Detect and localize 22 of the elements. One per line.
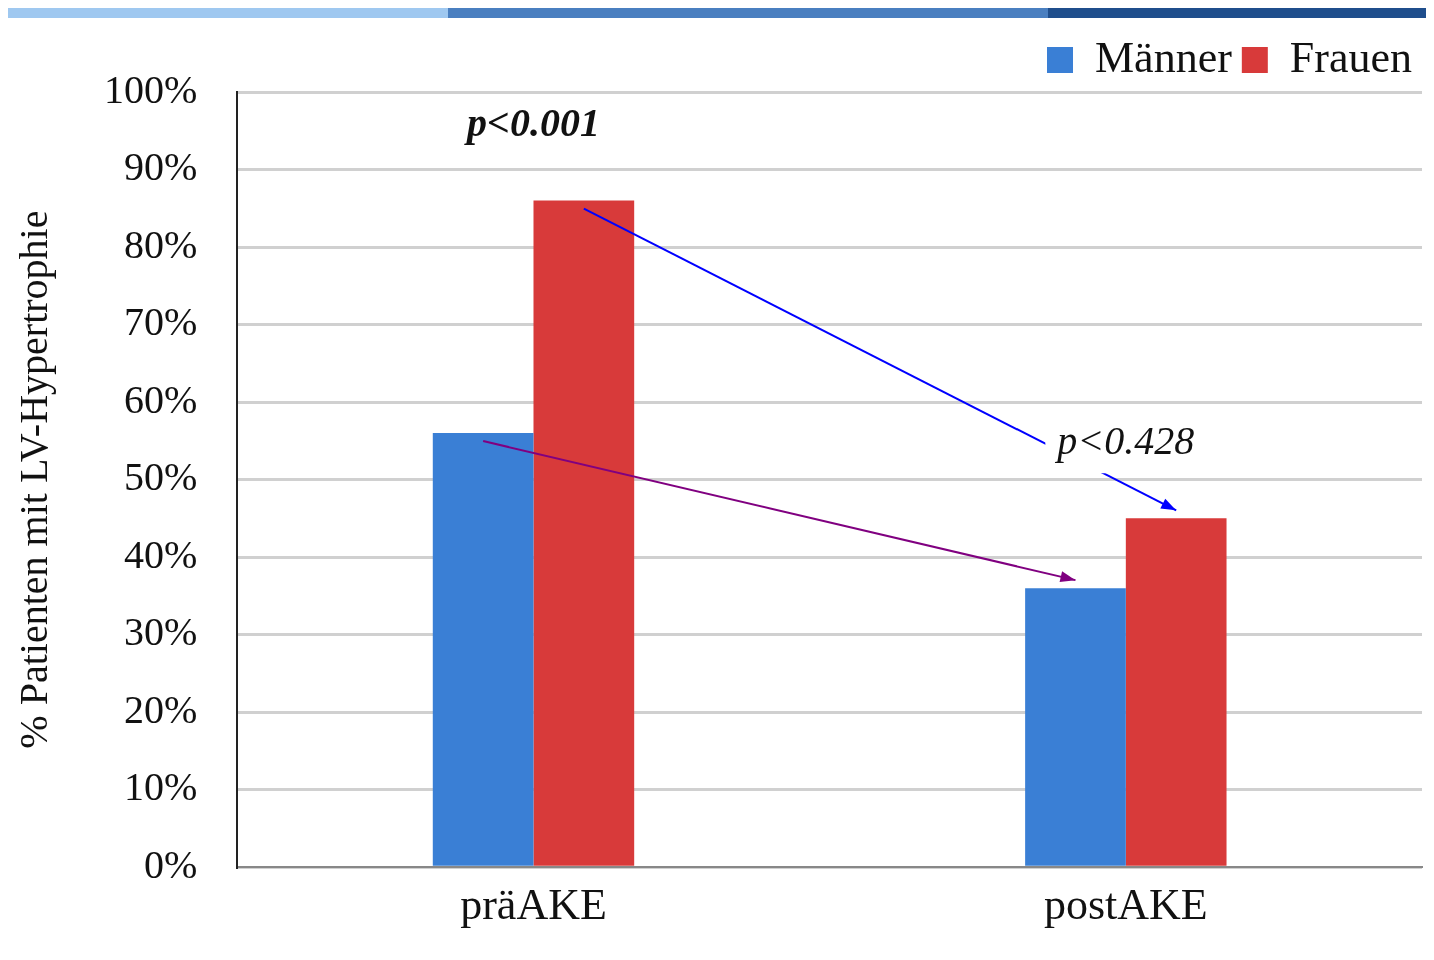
bar	[432, 433, 534, 866]
x-tick-label: postAKE	[1043, 880, 1208, 930]
annotation: p<0.428	[1054, 417, 1195, 463]
y-tick-label: 80%	[123, 221, 198, 267]
y-tick-label: 100%	[103, 66, 198, 112]
y-tick-label: 0%	[143, 841, 198, 887]
x-tick-label: präAKE	[460, 880, 607, 930]
bar	[1025, 588, 1126, 866]
y-tick-label: 10%	[123, 764, 198, 810]
y-tick-label: 40%	[123, 531, 198, 577]
bar	[1125, 518, 1227, 866]
y-axis-title: % Patienten mit LV-Hypertrophie	[10, 210, 56, 749]
y-tick-label: 20%	[123, 686, 198, 732]
y-tick-label: 60%	[123, 376, 198, 422]
annotation: p<0.001	[464, 99, 600, 145]
bar	[533, 200, 635, 866]
legend-label: Frauen	[1289, 32, 1413, 82]
y-tick-label: 70%	[123, 299, 198, 345]
y-tick-label: 90%	[123, 144, 198, 190]
y-tick-label: 30%	[123, 609, 198, 655]
y-tick-label: 50%	[123, 454, 198, 500]
legend-label: Männer	[1094, 32, 1233, 82]
